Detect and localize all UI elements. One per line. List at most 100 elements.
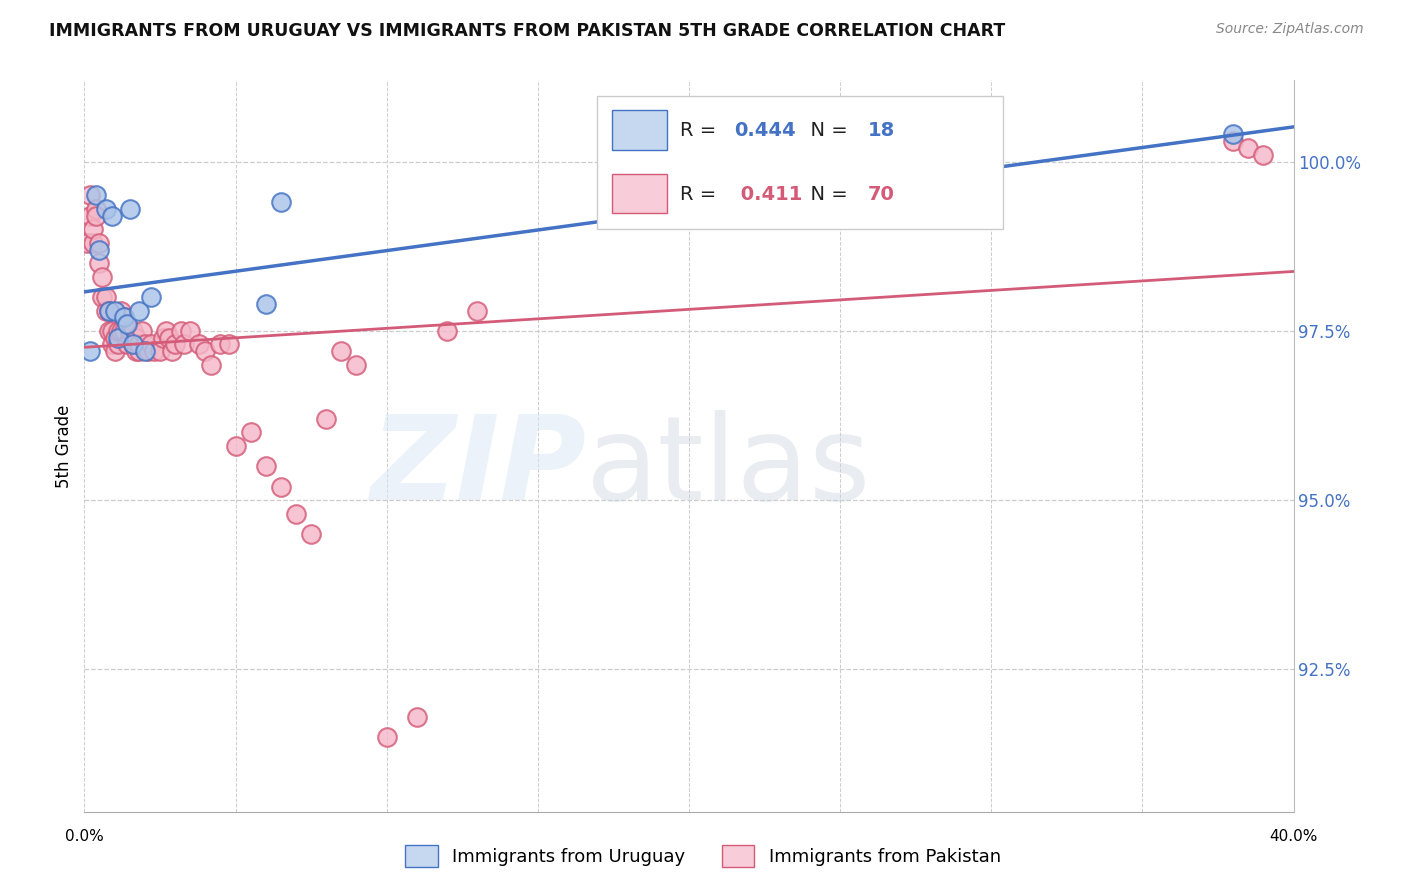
Point	[79, 344, 101, 359]
Point	[157, 331, 180, 345]
Point	[118, 324, 141, 338]
FancyBboxPatch shape	[612, 111, 668, 150]
Point	[165, 337, 187, 351]
Point	[89, 235, 111, 250]
Text: 0.0%: 0.0%	[65, 829, 104, 844]
Point	[128, 344, 150, 359]
Point	[86, 188, 108, 202]
Point	[118, 202, 141, 216]
Text: 0.411: 0.411	[734, 185, 801, 204]
Point	[136, 344, 159, 359]
Point	[76, 235, 98, 250]
FancyBboxPatch shape	[598, 96, 1004, 228]
Point	[188, 337, 211, 351]
Point	[94, 290, 117, 304]
Point	[128, 303, 150, 318]
Point	[239, 425, 262, 440]
Point	[79, 209, 101, 223]
Point	[89, 243, 111, 257]
Point	[97, 303, 120, 318]
Point	[94, 303, 117, 318]
Point	[107, 337, 129, 351]
Point	[1222, 134, 1244, 148]
Point	[375, 730, 398, 744]
Point	[149, 344, 172, 359]
Point	[299, 527, 322, 541]
Point	[1253, 148, 1275, 162]
Point	[100, 324, 122, 338]
Point	[112, 310, 135, 325]
Point	[89, 256, 111, 270]
Point	[200, 358, 222, 372]
Point	[142, 344, 165, 359]
Point	[285, 507, 308, 521]
Point	[97, 324, 120, 338]
Point	[254, 459, 277, 474]
Point	[121, 337, 143, 351]
Point	[86, 209, 108, 223]
Point	[91, 269, 114, 284]
Point	[121, 324, 143, 338]
Point	[115, 337, 138, 351]
Point	[86, 202, 108, 216]
Point	[110, 303, 132, 318]
Point	[346, 358, 368, 372]
Point	[218, 337, 240, 351]
Text: 70: 70	[868, 185, 894, 204]
Point	[125, 344, 148, 359]
Point	[225, 439, 247, 453]
Point	[82, 222, 104, 236]
Y-axis label: 5th Grade: 5th Grade	[55, 404, 73, 488]
Point	[155, 324, 177, 338]
Text: 40.0%: 40.0%	[1270, 829, 1317, 844]
Point	[104, 331, 127, 345]
Point	[107, 331, 129, 345]
Point	[436, 324, 458, 338]
Point	[209, 337, 232, 351]
Point	[91, 290, 114, 304]
Point	[1222, 128, 1244, 142]
Point	[97, 303, 120, 318]
Point	[152, 331, 174, 345]
Point	[315, 412, 337, 426]
Point	[128, 337, 150, 351]
Point	[112, 310, 135, 325]
Point	[107, 324, 129, 338]
Point	[179, 324, 201, 338]
Point	[467, 303, 489, 318]
Point	[1237, 141, 1260, 155]
Text: 18: 18	[868, 121, 896, 140]
Text: atlas: atlas	[586, 410, 872, 525]
Point	[270, 195, 292, 210]
Point	[270, 480, 292, 494]
Point	[100, 209, 122, 223]
Text: ZIP: ZIP	[370, 410, 586, 525]
Text: IMMIGRANTS FROM URUGUAY VS IMMIGRANTS FROM PAKISTAN 5TH GRADE CORRELATION CHART: IMMIGRANTS FROM URUGUAY VS IMMIGRANTS FR…	[49, 22, 1005, 40]
Point	[110, 324, 132, 338]
Point	[121, 337, 143, 351]
Text: Source: ZipAtlas.com: Source: ZipAtlas.com	[1216, 22, 1364, 37]
Point	[112, 324, 135, 338]
Point	[330, 344, 353, 359]
Point	[131, 324, 153, 338]
Point	[134, 337, 156, 351]
Point	[254, 297, 277, 311]
Point	[134, 344, 156, 359]
Point	[104, 344, 127, 359]
Point	[406, 710, 429, 724]
Point	[170, 324, 193, 338]
Point	[173, 337, 195, 351]
Text: N =: N =	[797, 185, 853, 204]
Point	[125, 331, 148, 345]
FancyBboxPatch shape	[612, 174, 668, 213]
Point	[194, 344, 217, 359]
Point	[79, 188, 101, 202]
Point	[160, 344, 183, 359]
Point	[82, 235, 104, 250]
Point	[100, 337, 122, 351]
Point	[94, 202, 117, 216]
Text: N =: N =	[797, 121, 853, 140]
Text: R =: R =	[681, 121, 723, 140]
Point	[104, 303, 127, 318]
Point	[139, 337, 162, 351]
